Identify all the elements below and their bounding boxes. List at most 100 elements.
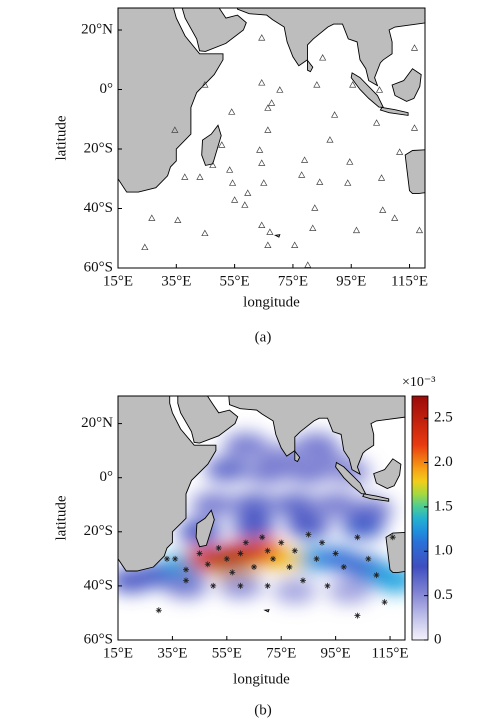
- map-area: [118, 396, 405, 640]
- land: [228, 396, 405, 476]
- sample: [264, 547, 271, 554]
- density-cell: [327, 579, 372, 604]
- station: [218, 141, 226, 148]
- y-tick-label: 40°S: [84, 200, 113, 216]
- x-tick-label: 35°E: [161, 273, 191, 289]
- density-cell: [272, 492, 317, 517]
- land: [181, 8, 247, 52]
- x-axis-label: longitude: [233, 671, 290, 687]
- density-cell: [286, 514, 331, 539]
- density-cell: [191, 492, 236, 517]
- station: [244, 189, 252, 196]
- station: [309, 224, 317, 231]
- y-tick-label: 20°S: [84, 523, 113, 539]
- land: [362, 493, 390, 502]
- land: [201, 124, 222, 166]
- colorbar-multiplier: ×10⁻³: [402, 375, 435, 390]
- x-tick-label: 95°E: [336, 273, 366, 289]
- station: [276, 86, 284, 93]
- x-tick-label: 95°E: [321, 645, 351, 661]
- frame: [117, 7, 426, 269]
- density-cell: [164, 573, 209, 598]
- colorbar-tick-label: 1.0: [434, 543, 453, 559]
- station: [396, 148, 404, 155]
- y-axis-label: latitude: [53, 495, 69, 540]
- sample: [389, 534, 396, 541]
- sample: [286, 563, 293, 570]
- colorbar-tick-label: 2.0: [434, 454, 453, 470]
- sample: [237, 550, 244, 557]
- sample: [291, 547, 298, 554]
- station: [352, 226, 361, 234]
- land: [118, 396, 217, 572]
- density-cell: [232, 492, 277, 517]
- station: [264, 241, 272, 248]
- land: [195, 509, 215, 548]
- density-cell: [373, 568, 405, 593]
- land: [350, 72, 385, 108]
- y-tick-label: 40°S: [84, 577, 113, 593]
- station: [298, 171, 306, 178]
- density-cell: [272, 579, 317, 604]
- sample: [299, 577, 306, 584]
- frame: [117, 395, 406, 641]
- station: [268, 99, 276, 106]
- land: [391, 68, 422, 102]
- station: [349, 81, 357, 88]
- land: [236, 8, 425, 87]
- station: [316, 178, 324, 185]
- sample: [204, 561, 211, 568]
- x-tick-label: 15°E: [103, 273, 133, 289]
- station: [377, 174, 386, 181]
- caption: (b): [254, 702, 272, 718]
- station: [373, 119, 381, 126]
- station: [228, 108, 236, 115]
- land: [294, 449, 301, 463]
- station: [174, 216, 182, 223]
- station: [201, 81, 209, 88]
- x-tick-label: 115°E: [371, 645, 408, 661]
- sample: [373, 572, 380, 579]
- sample: [324, 582, 331, 589]
- sample: [332, 550, 339, 557]
- sample: [340, 563, 347, 570]
- station: [196, 173, 204, 180]
- sample: [183, 566, 190, 573]
- station: [319, 54, 327, 61]
- sample: [354, 612, 361, 619]
- station: [258, 221, 266, 229]
- station: [291, 241, 299, 248]
- station: [300, 156, 309, 163]
- density-cell: [340, 514, 385, 539]
- land: [379, 106, 409, 116]
- y-tick-label: 20°S: [84, 140, 113, 156]
- station: [375, 86, 384, 93]
- station: [141, 243, 149, 251]
- sample: [354, 534, 361, 541]
- density-cell: [294, 433, 339, 458]
- station: [226, 166, 234, 173]
- station: [264, 126, 272, 133]
- sample: [242, 539, 249, 546]
- sample: [365, 555, 372, 562]
- density-cell: [232, 514, 277, 539]
- colorbar-tick-label: 1.5: [434, 498, 453, 514]
- land: [118, 8, 224, 193]
- density-field: [118, 433, 405, 604]
- sample: [264, 582, 271, 589]
- sample: [237, 582, 244, 589]
- land: [273, 234, 281, 238]
- x-tick-label: 75°E: [266, 645, 296, 661]
- station: [260, 179, 268, 186]
- y-tick-label: 0°: [100, 469, 114, 485]
- density-cell: [223, 433, 268, 458]
- station: [346, 158, 354, 165]
- station: [209, 161, 217, 168]
- x-tick-label: 55°E: [212, 645, 242, 661]
- station: [181, 173, 189, 180]
- station: [391, 214, 399, 221]
- density-cell: [204, 457, 249, 482]
- sample: [270, 555, 277, 562]
- station: [258, 159, 266, 166]
